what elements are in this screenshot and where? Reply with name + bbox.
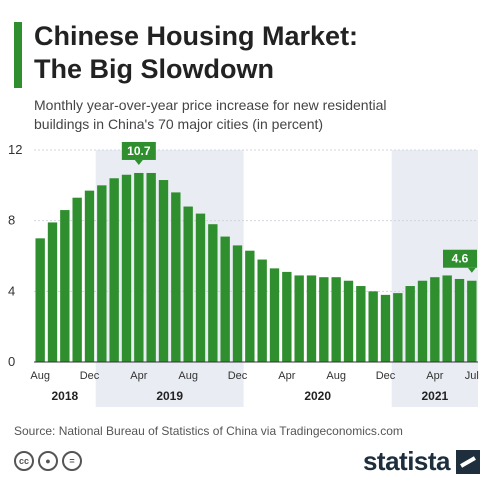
x-tick-label: Dec	[376, 370, 396, 382]
bar	[430, 277, 440, 362]
callout-box	[443, 249, 477, 268]
bar	[331, 277, 341, 362]
x-tick-label: Jul	[465, 370, 479, 382]
x-tick-label: Dec	[80, 370, 100, 382]
person-icon[interactable]: ●	[38, 451, 58, 471]
equals-icon[interactable]: =	[62, 451, 82, 471]
bar	[208, 224, 218, 362]
bar	[467, 280, 477, 362]
x-tick-label: Aug	[178, 370, 198, 382]
bar	[405, 286, 415, 362]
bar	[35, 238, 45, 362]
bar	[245, 250, 255, 362]
brand-name: statista	[362, 446, 451, 476]
bar	[393, 293, 403, 362]
bar	[158, 180, 169, 362]
callout-box	[121, 141, 156, 160]
y-tick-label: 8	[8, 213, 15, 228]
bar	[220, 236, 230, 362]
bar	[380, 294, 391, 362]
year-label: 2019	[156, 389, 183, 403]
bar	[171, 192, 181, 362]
year-label: 2021	[421, 389, 448, 403]
bar	[60, 210, 70, 362]
bar	[442, 275, 452, 362]
x-tick-label: Apr	[130, 370, 147, 382]
bar	[319, 277, 329, 362]
x-tick-label: Dec	[228, 370, 248, 382]
bar	[47, 222, 58, 362]
brand[interactable]: statista	[363, 446, 480, 477]
y-tick-label: 12	[8, 142, 22, 157]
year-label: 2018	[51, 389, 78, 403]
cc-icon[interactable]: cc	[14, 451, 34, 471]
bar	[232, 245, 243, 362]
bar	[454, 278, 465, 362]
subtitle-line-1: Monthly year-over-year price increase fo…	[34, 97, 387, 113]
bar	[109, 178, 119, 362]
bar	[343, 280, 354, 362]
accent-bar	[14, 22, 22, 88]
data-label: 4.6	[452, 252, 469, 266]
bar	[146, 172, 156, 362]
y-tick-label: 0	[8, 354, 15, 369]
bar	[72, 197, 82, 362]
bar	[257, 259, 267, 362]
x-tick-label: Aug	[326, 370, 346, 382]
bar	[368, 291, 378, 362]
bar	[183, 206, 193, 362]
x-tick-label: Apr	[426, 370, 443, 382]
year-label: 2020	[304, 389, 331, 403]
bar-chart: 0 4 8 12 Aug Dec Apr Aug Dec Apr Aug Dec Apr Jul 2018 2…	[8, 141, 479, 407]
statista-logo-icon	[456, 449, 480, 474]
callout-pointer	[467, 267, 476, 273]
bar	[97, 185, 107, 362]
bar	[84, 190, 95, 362]
callout-pointer	[134, 159, 143, 165]
y-tick-label: 4	[8, 283, 15, 298]
chart-subtitle: Monthly year-over-year price increase fo…	[34, 96, 484, 134]
chart-title: Chinese Housing Market: The Big Slowdown	[34, 20, 358, 86]
title-line-2: The Big Slowdown	[34, 54, 274, 84]
data-label: 10.7	[127, 144, 151, 158]
bar	[356, 286, 366, 362]
bar	[306, 275, 317, 362]
title-line-1: Chinese Housing Market:	[34, 21, 359, 51]
license-icons: cc ● =	[14, 451, 82, 471]
bar	[294, 275, 304, 362]
bar	[134, 172, 144, 362]
bar	[269, 268, 280, 362]
subtitle-line-2: buildings in China's 70 major cities (in…	[34, 116, 324, 132]
bar	[195, 213, 206, 362]
year-band	[95, 150, 244, 407]
source-note: Source: National Bureau of Statistics of…	[14, 424, 403, 438]
x-tick-label: Apr	[278, 370, 295, 382]
bar	[121, 174, 132, 362]
bar	[417, 280, 428, 362]
bar	[282, 271, 292, 362]
x-tick-label: Aug	[30, 370, 50, 382]
